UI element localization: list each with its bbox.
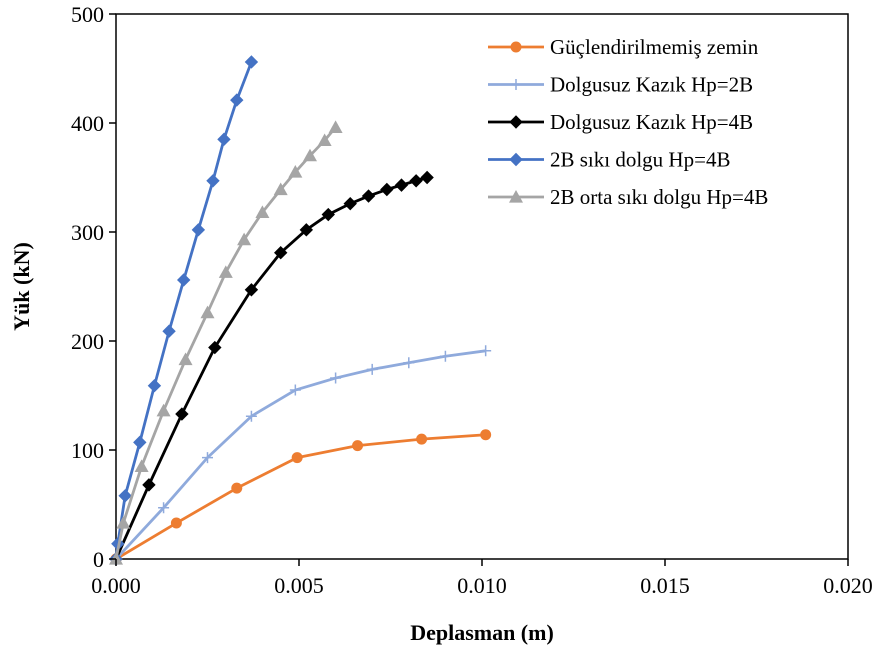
data-point-triangle: [288, 165, 303, 178]
x-tick-label: 0.015: [640, 573, 690, 598]
data-point-plus: [510, 79, 522, 90]
series-layer: [109, 55, 492, 566]
legend: Güçlendirilmemiş zemin Dolgusuz Kazık Hp=…: [488, 35, 768, 209]
data-point-diamond: [133, 435, 147, 450]
data-point-triangle: [134, 459, 149, 472]
data-point-circle: [510, 41, 522, 53]
legend-label: Güçlendirilmemiş zemin: [550, 35, 759, 59]
data-point-diamond: [208, 340, 222, 355]
data-point-triangle: [200, 305, 215, 319]
data-point-plus: [158, 502, 170, 514]
x-tick-label: 0.000: [91, 573, 141, 598]
data-point-triangle: [273, 182, 288, 196]
series-1: [110, 429, 492, 565]
data-point-diamond: [147, 378, 162, 393]
series-line: [114, 61, 253, 560]
data-point-diamond: [142, 478, 156, 492]
data-point-diamond: [177, 273, 191, 287]
data-point-triangle: [328, 120, 343, 133]
data-point-diamond: [274, 246, 288, 260]
legend-item: Dolgusuz Kazık Hp=2B: [488, 73, 753, 97]
data-point-diamond: [299, 223, 314, 237]
data-point-triangle: [302, 148, 317, 162]
data-point-triangle: [509, 190, 523, 203]
data-point-diamond: [509, 115, 523, 129]
data-point-triangle: [237, 232, 252, 246]
data-point-diamond: [217, 132, 231, 147]
data-point-diamond: [175, 407, 189, 421]
data-point-circle: [170, 517, 182, 529]
y-tick-label: 300: [71, 220, 104, 245]
legend-label: 2B orta sıkı dolgu Hp=4B: [550, 185, 768, 209]
data-point-diamond: [394, 178, 409, 192]
x-tick-label: 0.005: [274, 573, 324, 598]
data-point-diamond: [244, 283, 259, 297]
series-line: [114, 349, 486, 560]
y-tick-label: 100: [71, 438, 104, 463]
data-point-triangle: [255, 205, 270, 218]
data-point-circle: [416, 433, 428, 445]
data-point-diamond: [230, 93, 244, 107]
series-5: [109, 120, 343, 565]
y-tick-label: 400: [71, 111, 104, 136]
data-point-plus: [245, 410, 257, 422]
legend-item: 2B orta sıkı dolgu Hp=4B: [488, 185, 768, 209]
y-axis-title: Yük (kN): [9, 242, 34, 331]
x-tick-label: 0.010: [457, 573, 507, 598]
data-point-triangle: [317, 133, 332, 147]
data-point-triangle: [218, 265, 233, 278]
data-point-circle: [291, 452, 303, 464]
data-point-diamond: [162, 324, 176, 338]
data-point-triangle: [178, 352, 193, 366]
legend-item: Güçlendirilmemiş zemin: [488, 35, 759, 59]
data-point-diamond: [191, 223, 206, 237]
data-point-circle: [231, 482, 243, 494]
data-point-diamond: [380, 182, 394, 197]
data-point-circle: [352, 440, 364, 452]
data-point-diamond: [206, 174, 220, 188]
legend-label: Dolgusuz Kazık Hp=2B: [550, 73, 753, 97]
data-point-diamond: [509, 152, 523, 167]
data-point-diamond: [409, 174, 423, 188]
x-axis-title: Deplasman (m): [410, 620, 554, 645]
data-point-triangle: [116, 516, 131, 529]
data-point-plus: [439, 350, 451, 362]
data-point-plus: [330, 372, 342, 384]
data-point-plus: [366, 363, 378, 375]
legend-label: Dolgusuz Kazık Hp=4B: [550, 110, 753, 134]
y-tick-label: 200: [71, 329, 104, 354]
y-tick-label: 0: [93, 547, 104, 572]
legend-item: Dolgusuz Kazık Hp=4B: [488, 110, 753, 134]
axes-layer: Deplasman (m) Yük (kN) 0 100 200 300 400 500 0…: [9, 2, 873, 645]
data-point-diamond: [321, 207, 335, 222]
data-point-plus: [289, 384, 301, 396]
x-tick-label: 0.020: [823, 573, 873, 598]
data-point-circle: [480, 429, 492, 441]
data-point-diamond: [118, 489, 132, 503]
data-point-diamond: [361, 189, 376, 203]
data-point-diamond: [343, 196, 357, 211]
series-4: [109, 55, 259, 566]
data-point-diamond: [420, 170, 434, 185]
y-tick-label: 500: [71, 2, 104, 27]
legend-item: 2B sıkı dolgu Hp=4B: [488, 148, 730, 172]
data-point-plus: [480, 345, 492, 357]
legend-label: 2B sıkı dolgu Hp=4B: [550, 148, 730, 172]
data-point-diamond: [244, 55, 259, 69]
series-3: [109, 170, 434, 566]
data-point-plus: [403, 357, 415, 369]
data-point-plus: [202, 452, 213, 464]
data-point-triangle: [156, 403, 171, 417]
